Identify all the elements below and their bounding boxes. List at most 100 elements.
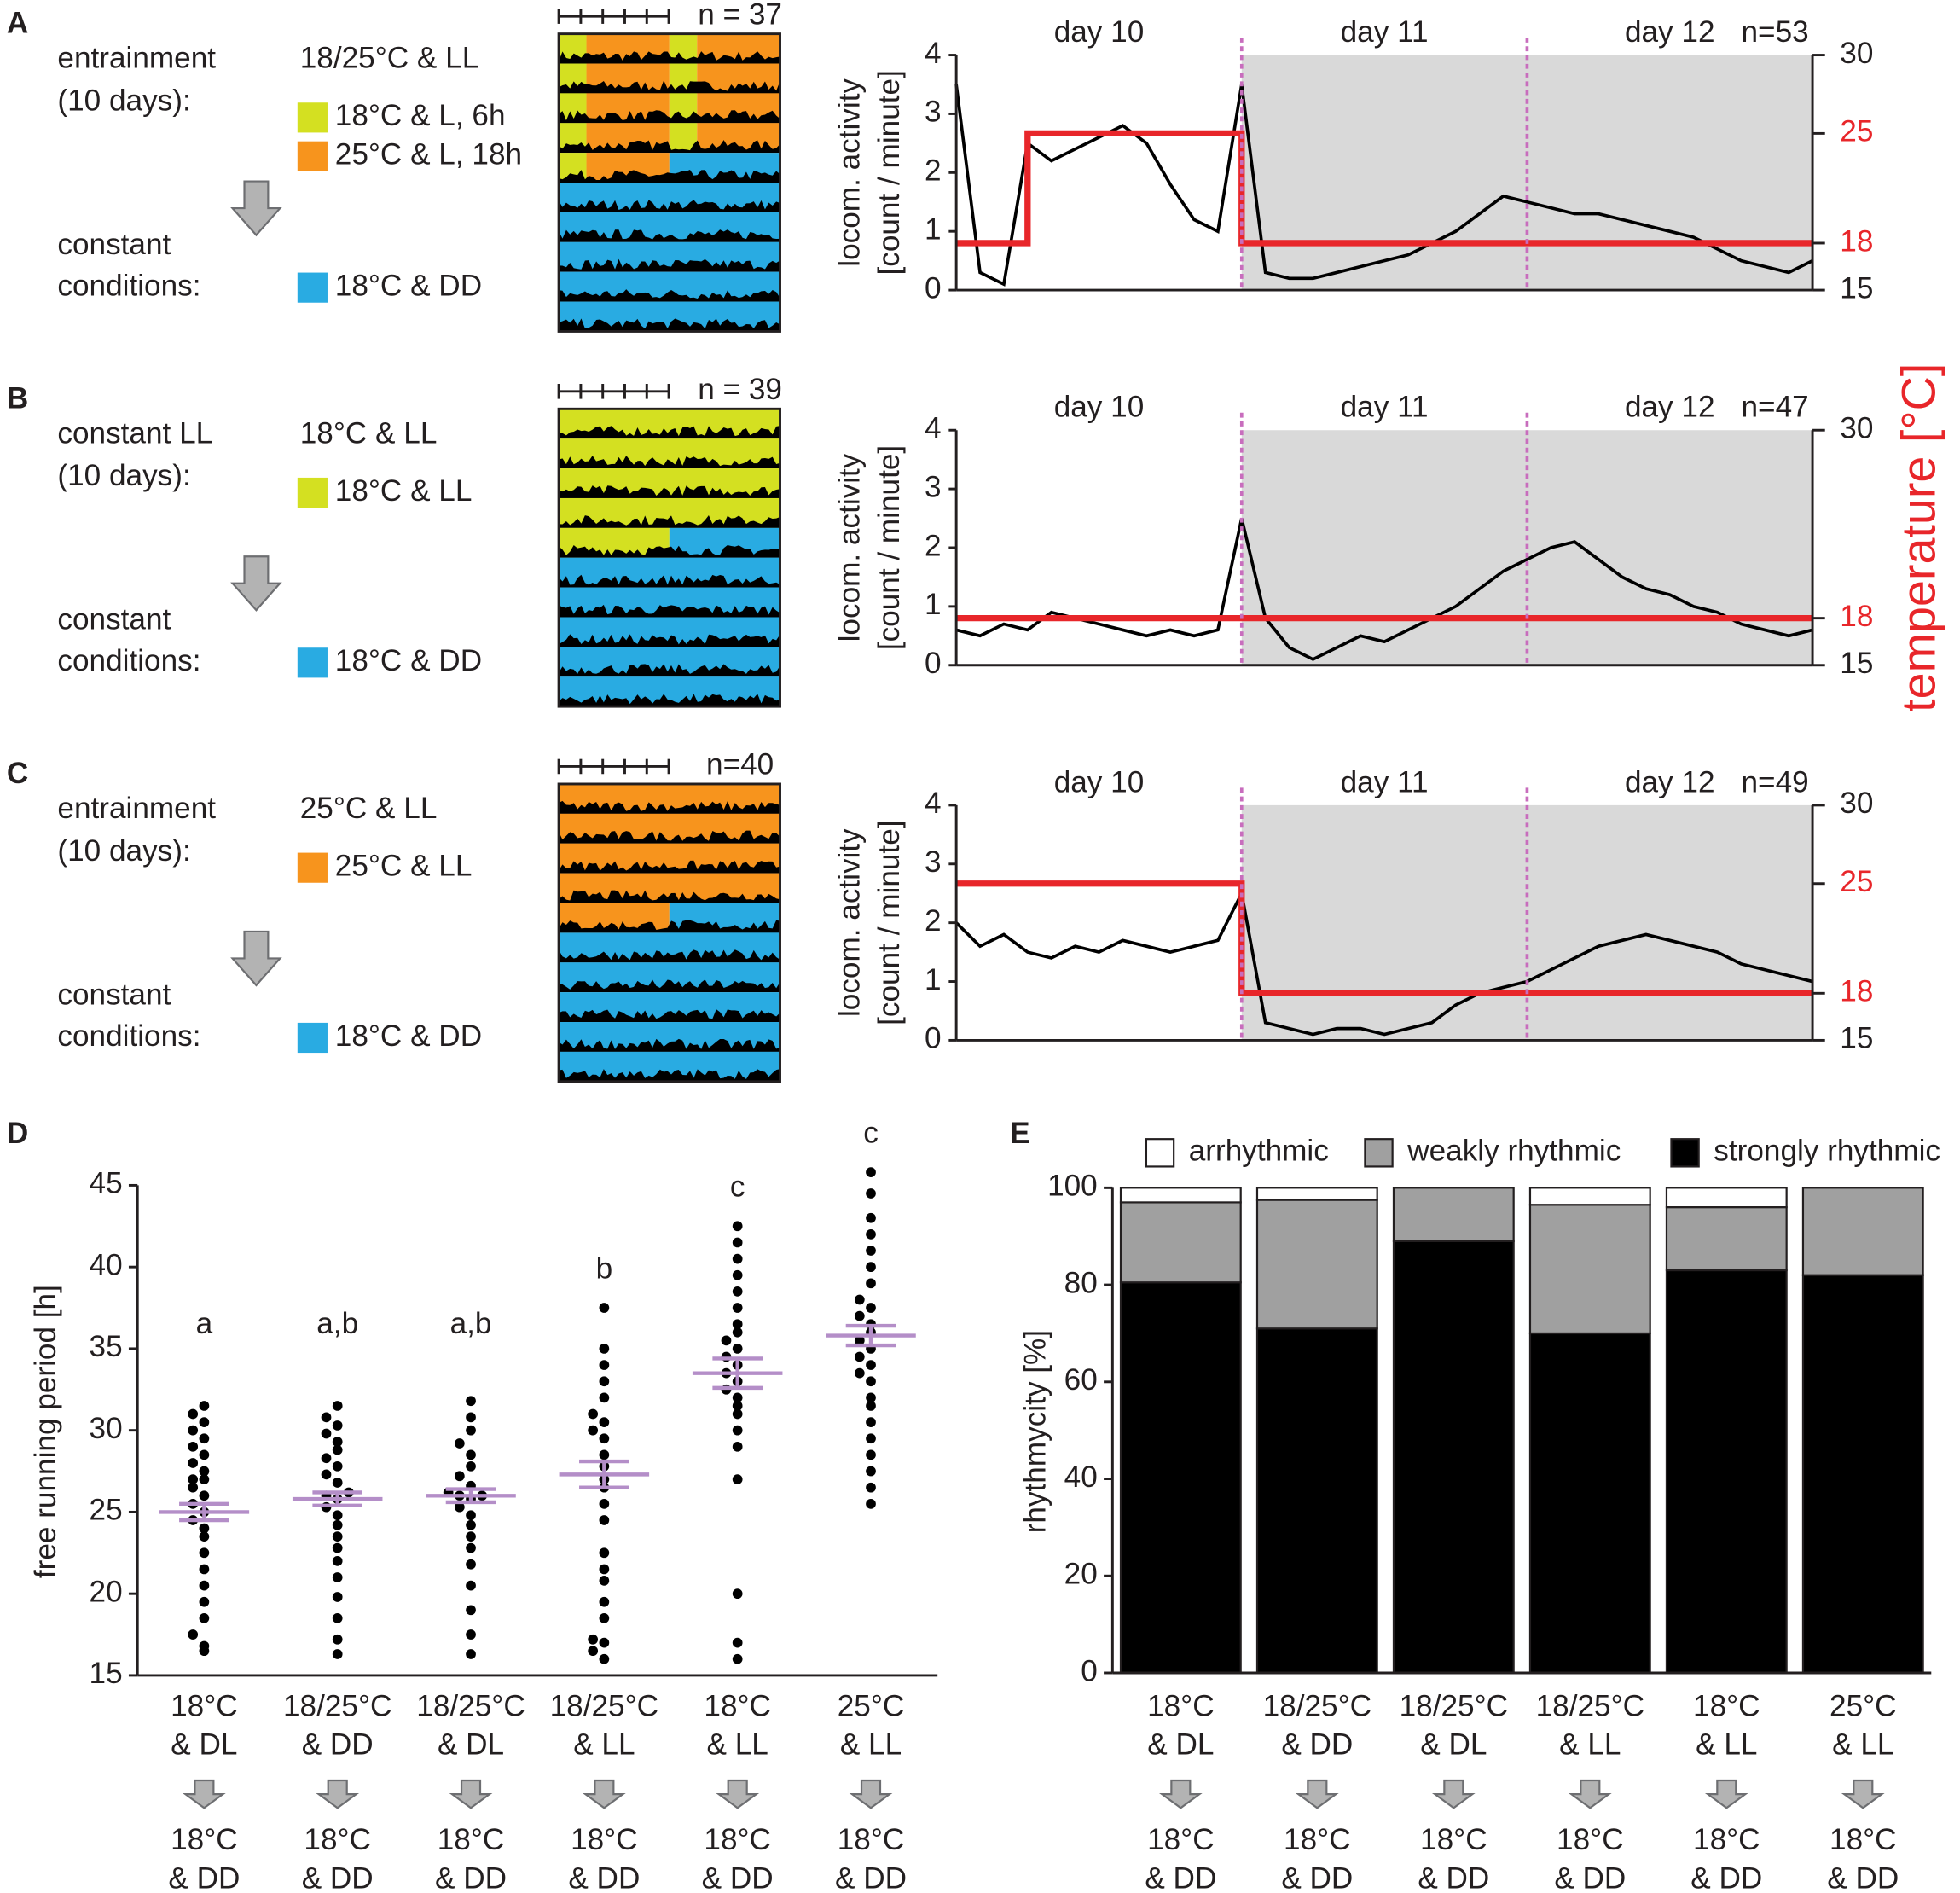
legend-label: 18°C & DD xyxy=(335,269,482,302)
actogram-frame xyxy=(557,407,781,708)
legend-label: 18°C & LL xyxy=(335,474,473,508)
data-point xyxy=(321,1428,332,1439)
y-tick-label: 1 xyxy=(925,963,942,996)
n-label: n=47 xyxy=(1742,391,1809,424)
data-point xyxy=(321,1469,332,1480)
protocol-text: constant xyxy=(57,603,171,636)
arrow xyxy=(1704,1779,1748,1809)
y2-tick-label: 18 xyxy=(1840,600,1873,633)
arrow xyxy=(183,1779,226,1809)
legend-swatch xyxy=(297,647,328,678)
data-point xyxy=(599,1637,610,1648)
actogram-activity xyxy=(559,694,780,707)
activity-line xyxy=(954,888,1813,1037)
y-tick-label: 40 xyxy=(90,1248,123,1281)
legend-label: 18°C & DD xyxy=(335,1019,482,1053)
y-tick-label: 25 xyxy=(90,1494,123,1527)
bar-segment xyxy=(1119,1281,1242,1675)
data-point xyxy=(466,1460,476,1472)
x-tick-label: 18°C xyxy=(838,1823,905,1856)
data-point xyxy=(732,1474,743,1484)
day-label: day 10 xyxy=(1054,391,1145,424)
data-point xyxy=(466,1510,476,1521)
y2-tick-label: 15 xyxy=(1840,271,1873,305)
data-point xyxy=(332,1634,343,1645)
data-point xyxy=(854,1351,865,1362)
arrow xyxy=(230,555,282,612)
actogram-n: n=40 xyxy=(706,748,774,781)
data-point xyxy=(588,1425,599,1436)
data-point xyxy=(199,1640,210,1652)
data-point xyxy=(732,1408,743,1420)
data-point xyxy=(599,1344,610,1354)
y-tick-label: 0 xyxy=(925,647,942,680)
legend-label: 25°C & LL xyxy=(335,849,473,882)
x-tick-label: & LL xyxy=(1696,1728,1757,1762)
bar-segment xyxy=(1801,1187,1924,1276)
condition-text: 18/25°C & LL xyxy=(300,42,479,75)
actogram-frame xyxy=(557,782,781,1083)
condition-text: 25°C & LL xyxy=(300,792,438,825)
data-point xyxy=(454,1471,465,1482)
data-point xyxy=(721,1335,732,1346)
actogram-activity xyxy=(559,604,780,618)
panel-label: A xyxy=(7,7,28,40)
x-tick-label: 18°C xyxy=(1693,1689,1760,1722)
actogram-activity xyxy=(559,664,780,677)
data-point xyxy=(732,1344,743,1354)
protocol-text: (10 days): xyxy=(57,834,190,868)
x-tick-label: & DD xyxy=(1281,1728,1353,1762)
data-point xyxy=(188,1458,199,1468)
y-tick-label: 20 xyxy=(90,1575,123,1608)
day-label: day 11 xyxy=(1341,15,1429,49)
y-tick-label: 1 xyxy=(925,212,942,246)
legend-label: 25°C & L, 18h xyxy=(335,138,522,171)
data-point xyxy=(732,1401,743,1411)
x-tick-label: & DL xyxy=(1147,1728,1214,1762)
data-point xyxy=(199,1596,210,1607)
data-point xyxy=(199,1564,210,1575)
x-tick-label: 18°C xyxy=(1147,1823,1215,1856)
arrow xyxy=(230,930,282,987)
bar-segment xyxy=(1528,1332,1651,1675)
x-tick-label: 18°C xyxy=(1557,1823,1624,1856)
y-tick-label: 2 xyxy=(925,904,942,938)
actogram-activity xyxy=(559,1038,780,1052)
data-point xyxy=(332,1613,343,1623)
actogram-activity xyxy=(559,110,780,124)
data-point xyxy=(599,1564,610,1575)
data-point xyxy=(599,1613,610,1623)
legend-label: weakly rhythmic xyxy=(1406,1135,1621,1168)
x-tick-label: 25°C xyxy=(1830,1689,1897,1722)
y-axis-label: [count / minute] xyxy=(873,70,906,275)
data-point xyxy=(199,1401,210,1411)
protocol-text: constant LL xyxy=(57,416,212,450)
day-label: day 10 xyxy=(1054,765,1145,798)
y-tick-label: 4 xyxy=(925,37,942,70)
x-tick-label: 18/25°C xyxy=(550,1689,658,1722)
legend-swatch xyxy=(1364,1138,1394,1168)
arrow xyxy=(1841,1779,1885,1809)
data-point xyxy=(854,1367,865,1379)
data-point xyxy=(466,1412,476,1423)
data-point xyxy=(732,1637,743,1648)
actogram-activity xyxy=(559,169,780,183)
data-point xyxy=(332,1592,343,1602)
protocol-text: (10 days): xyxy=(57,84,190,118)
y-tick-label: 3 xyxy=(925,96,942,129)
arrow xyxy=(230,180,282,237)
protocol-text: conditions: xyxy=(57,1019,200,1053)
data-point xyxy=(866,1167,876,1177)
legend-swatch xyxy=(1670,1138,1700,1168)
data-point xyxy=(188,1441,199,1452)
y2-tick-label: 18 xyxy=(1840,224,1873,258)
data-point xyxy=(332,1510,343,1521)
data-point xyxy=(732,1588,743,1600)
x-tick-label: 18°C xyxy=(1147,1689,1215,1722)
x-tick-label: & DL xyxy=(438,1728,504,1762)
y-tick-label: 100 xyxy=(1047,1170,1098,1203)
y2-tick-label: 30 xyxy=(1840,412,1873,445)
x-tick-label: 18/25°C xyxy=(283,1689,391,1722)
data-point xyxy=(454,1438,465,1449)
actogram-activity xyxy=(559,426,780,439)
